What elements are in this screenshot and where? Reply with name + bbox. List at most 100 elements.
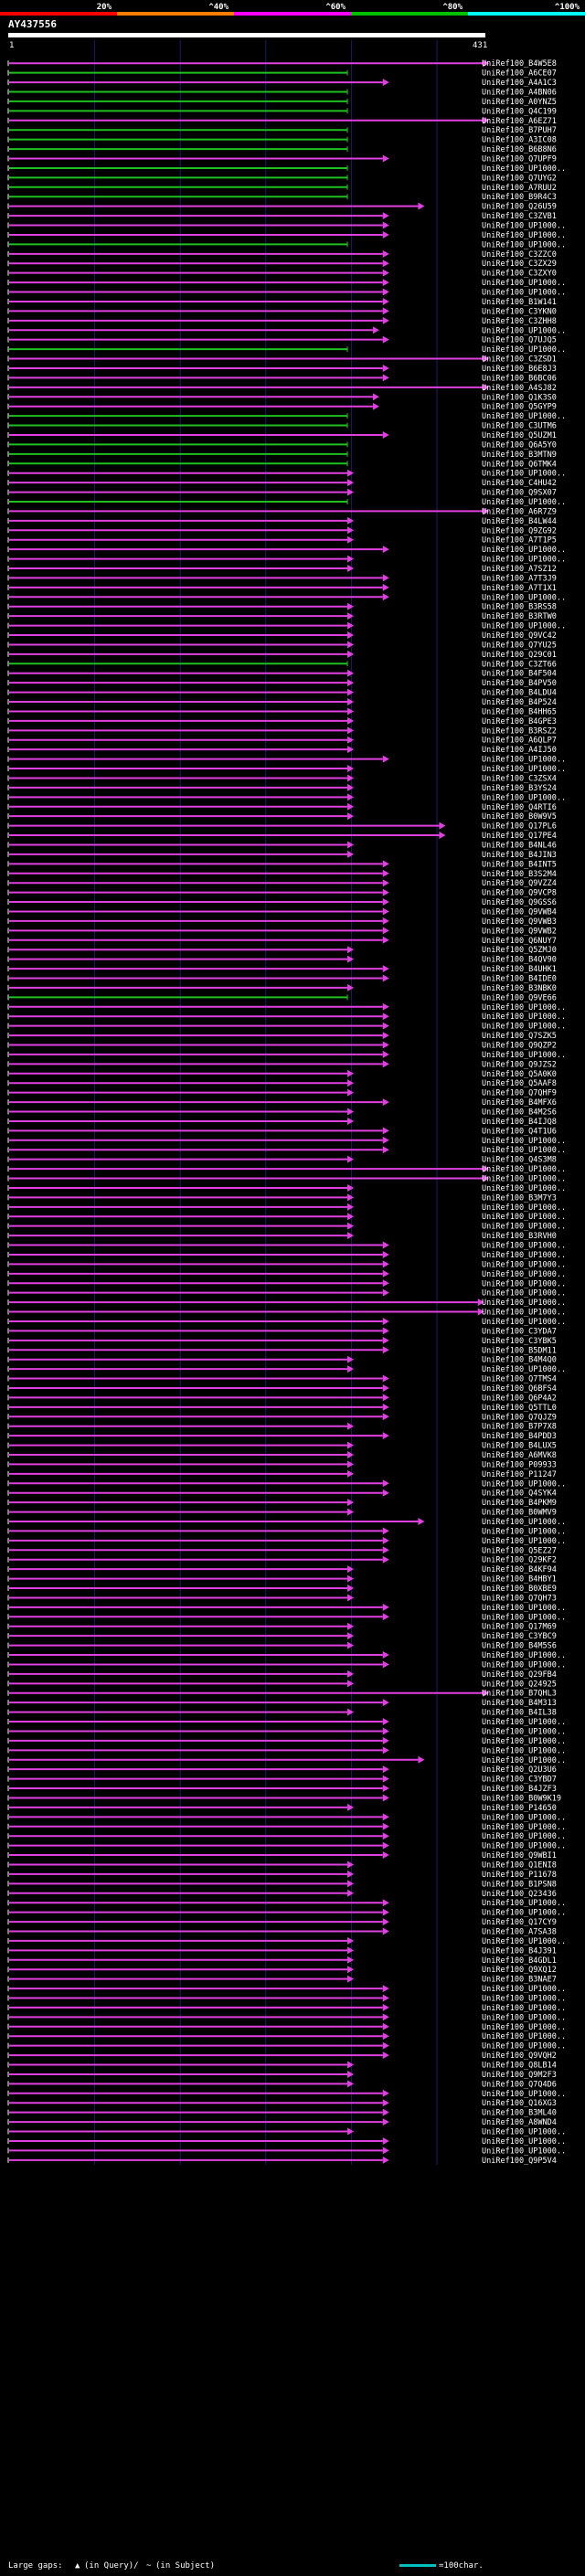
hit-row: UniRef100_UP1000.. xyxy=(7,546,566,555)
hit-row: UniRef100_UP1000.. xyxy=(7,1985,566,1994)
hit-arrow-icon xyxy=(347,746,355,754)
hit-label: UniRef100_Q7UYG2 xyxy=(482,174,557,183)
hit-row: UniRef100_A7T1X1 xyxy=(7,583,557,593)
hit-label: UniRef100_Q4C199 xyxy=(482,107,557,116)
hit-label: UniRef100_B6BC06 xyxy=(482,374,557,383)
hit-arrow-icon xyxy=(382,1603,389,1611)
hit-arrow-icon xyxy=(382,374,389,382)
hit-label: UniRef100_UP1000.. xyxy=(482,1223,566,1232)
hit-label: UniRef100_B6E8J3 xyxy=(482,365,557,374)
hit-arrow-icon xyxy=(347,1641,355,1649)
hit-arrow-icon xyxy=(483,1174,489,1182)
hit-label: UniRef100_UP1000.. xyxy=(482,345,566,355)
hit-label: UniRef100_UP1000.. xyxy=(482,1527,566,1536)
hit-row: UniRef100_A7T1P5 xyxy=(7,535,557,546)
hit-row: UniRef100_UP1000.. xyxy=(7,2032,566,2041)
hit-label: UniRef100_B3RS58 xyxy=(482,603,557,612)
hit-row: UniRef100_UP1000.. xyxy=(7,1299,566,1308)
hit-label: UniRef100_UP1000.. xyxy=(482,1746,566,1755)
hit-row: UniRef100_UP1000.. xyxy=(7,2127,566,2137)
hit-label: UniRef100_P11247 xyxy=(482,1470,557,1479)
hit-arrow-icon xyxy=(382,1775,389,1783)
hit-label: UniRef100_UP1000.. xyxy=(482,1251,566,1260)
hit-arrow-icon xyxy=(382,593,389,601)
hit-arrow-icon xyxy=(347,602,355,610)
hit-label: UniRef100_A6MVK8 xyxy=(482,1451,557,1460)
hit-arrow-icon xyxy=(382,917,389,925)
hit-arrow-icon xyxy=(347,1975,355,1983)
hit-row: UniRef100_Q29C01 xyxy=(7,650,557,660)
hit-arrow-icon xyxy=(418,1518,425,1526)
hit-label: UniRef100_Q17CY9 xyxy=(482,1918,557,1927)
hit-row: UniRef100_B4IL38 xyxy=(7,1708,557,1718)
hit-row: UniRef100_UP1000.. xyxy=(7,1813,566,1822)
hit-row: UniRef100_Q9SX07 xyxy=(7,488,557,498)
hit-label: UniRef100_Q9M2F3 xyxy=(482,2071,557,2080)
hit-label: UniRef100_B6B8N6 xyxy=(482,145,557,154)
hit-row: UniRef100_Q4SYK4 xyxy=(7,1489,557,1499)
hit-arrow-icon xyxy=(382,1317,389,1325)
hit-row: UniRef100_Q9ZG92 xyxy=(7,526,557,535)
hit-row: UniRef100_A7SZ12 xyxy=(7,565,557,574)
hit-row: UniRef100_Q6NUY7 xyxy=(7,936,557,946)
hit-row: UniRef100_B4INT5 xyxy=(7,860,557,869)
hit-row: UniRef100_UP1000.. xyxy=(7,1288,566,1299)
hit-label: UniRef100_UP1000.. xyxy=(482,289,566,298)
hit-arrow-icon xyxy=(347,783,355,791)
hit-label: UniRef100_B4P524 xyxy=(482,698,557,707)
hit-label: UniRef100_UP1000.. xyxy=(482,231,566,240)
hit-label: UniRef100_A6QLP7 xyxy=(482,737,557,746)
hit-arrow-icon xyxy=(382,1489,389,1497)
hit-row: UniRef100_UP1000.. xyxy=(7,326,566,335)
hit-row: UniRef100_B4HBY1 xyxy=(7,1574,557,1585)
hit-label: UniRef100_C3ZXY0 xyxy=(482,270,557,279)
hit-arrow-icon xyxy=(382,574,389,582)
hit-label: UniRef100_B4NL46 xyxy=(482,841,557,850)
hit-label: UniRef100_Q5GYP9 xyxy=(482,403,557,412)
hit-label: UniRef100_A4IJ50 xyxy=(482,746,557,755)
hit-row: UniRef100_B0XBE9 xyxy=(7,1585,557,1594)
hit-label: UniRef100_A7T3J9 xyxy=(482,574,557,583)
hit-row: UniRef100_A6CE07 xyxy=(7,69,557,79)
hit-row: UniRef100_A6QLP7 xyxy=(7,736,557,746)
hit-row: UniRef100_Q7UJQ5 xyxy=(7,335,557,345)
hit-arrow-icon xyxy=(382,1136,389,1144)
hit-arrow-icon xyxy=(347,1632,355,1640)
hit-arrow-icon xyxy=(382,1403,389,1411)
hit-label: UniRef100_Q26U59 xyxy=(482,203,557,212)
hit-row: UniRef100_B3RTW0 xyxy=(7,612,557,621)
hit-arrow-icon xyxy=(347,1680,355,1688)
hit-arrow-icon xyxy=(382,927,389,935)
hit-row: UniRef100_P11678 xyxy=(7,1870,557,1880)
hit-label: UniRef100_Q23436 xyxy=(482,1890,557,1899)
hit-arrow-icon xyxy=(382,2099,389,2107)
hit-arrow-icon xyxy=(347,1079,355,1087)
scale-segment xyxy=(117,12,234,16)
hit-arrow-icon xyxy=(347,535,355,544)
hit-row: UniRef100_UP1000.. xyxy=(7,469,566,479)
hit-row: UniRef100_UP1000.. xyxy=(7,1908,566,1918)
hit-label: UniRef100_Q7SZK5 xyxy=(482,1032,557,1041)
hit-row: UniRef100_Q5EZ27 xyxy=(7,1546,557,1555)
hit-arrow-icon xyxy=(382,1899,389,1907)
hit-label: UniRef100_Q7UJQ5 xyxy=(482,336,557,345)
hit-label: UniRef100_UP1000.. xyxy=(482,1146,566,1155)
hit-arrow-icon xyxy=(347,555,355,563)
hit-label: UniRef100_Q7QH73 xyxy=(482,1594,557,1603)
hit-arrow-icon xyxy=(382,1555,389,1564)
hit-row: UniRef100_Q6TMK4 xyxy=(7,460,557,469)
hit-row: UniRef100_C3ZVB1 xyxy=(7,212,557,221)
hit-arrow-icon xyxy=(483,1165,489,1173)
hit-row: UniRef100_B1PSN8 xyxy=(7,1880,557,1889)
hit-arrow-icon xyxy=(382,1699,389,1707)
hit-arrow-icon xyxy=(347,688,355,696)
hit-label: UniRef100_C3ZZC0 xyxy=(482,250,557,260)
hit-row: UniRef100_Q7SZK5 xyxy=(7,1032,557,1041)
hit-arrow-icon xyxy=(347,1574,355,1583)
hit-label: UniRef100_B4M4Q0 xyxy=(482,1356,557,1365)
hit-row: UniRef100_Q1ENI8 xyxy=(7,1860,557,1870)
hit-label: UniRef100_C3ZSD1 xyxy=(482,355,557,365)
hit-label: UniRef100_B3NBK0 xyxy=(482,984,557,993)
hit-row: UniRef100_Q17PL6 xyxy=(7,822,557,832)
hit-arrow-icon xyxy=(347,983,355,991)
